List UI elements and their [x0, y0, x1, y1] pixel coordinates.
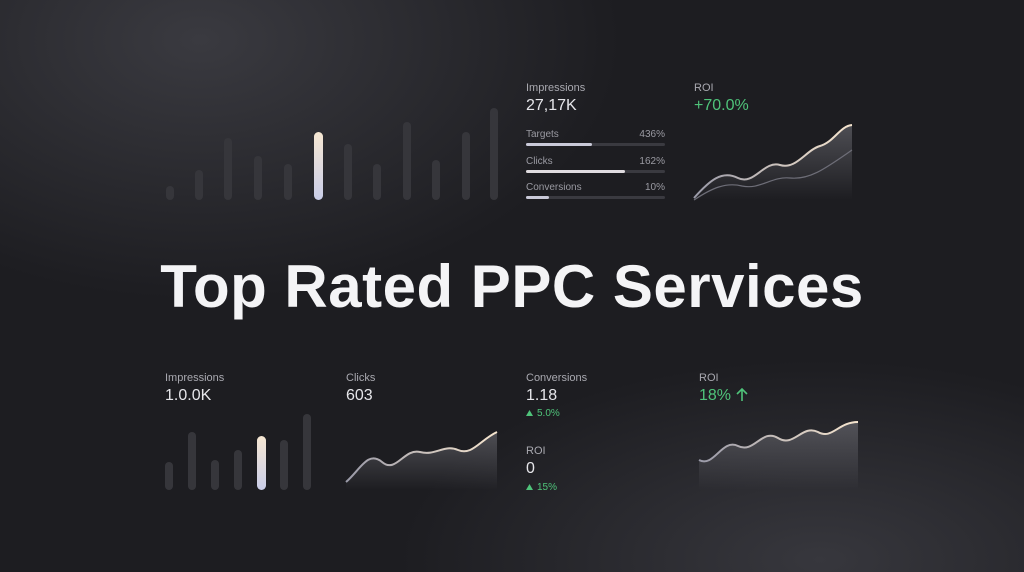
value: 1.18	[526, 387, 558, 404]
label: Impressions	[165, 372, 225, 384]
value: 10%	[644, 182, 665, 193]
roi-bottom-chart	[698, 421, 859, 490]
change: 15%	[537, 482, 558, 493]
label: Targets	[526, 129, 559, 140]
change: 5.0%	[537, 408, 560, 419]
value: 162%	[639, 156, 665, 167]
label: ROI	[699, 372, 719, 384]
top-bars	[166, 108, 498, 200]
label: Conversions	[526, 372, 588, 384]
value: 1.0.0K	[165, 387, 212, 404]
value: 18%	[699, 387, 732, 404]
label: Impressions	[526, 82, 586, 94]
clicks-chart	[345, 431, 498, 490]
up-icons	[526, 387, 748, 490]
value: 27,17K	[526, 97, 577, 114]
label: ROI	[526, 445, 546, 457]
roi-top-chart	[693, 124, 853, 201]
value: 436%	[639, 129, 665, 140]
label: Clicks	[526, 156, 553, 167]
value: 603	[346, 387, 373, 404]
label: ROI	[694, 82, 714, 94]
label: Conversions	[526, 182, 582, 193]
label: Clicks	[346, 372, 376, 384]
bottom-bars	[165, 414, 311, 490]
progress-tracks	[526, 143, 665, 199]
value: 0	[526, 460, 535, 477]
title: Top Rated PPC Services	[160, 253, 864, 320]
value: +70.0%	[694, 97, 749, 114]
